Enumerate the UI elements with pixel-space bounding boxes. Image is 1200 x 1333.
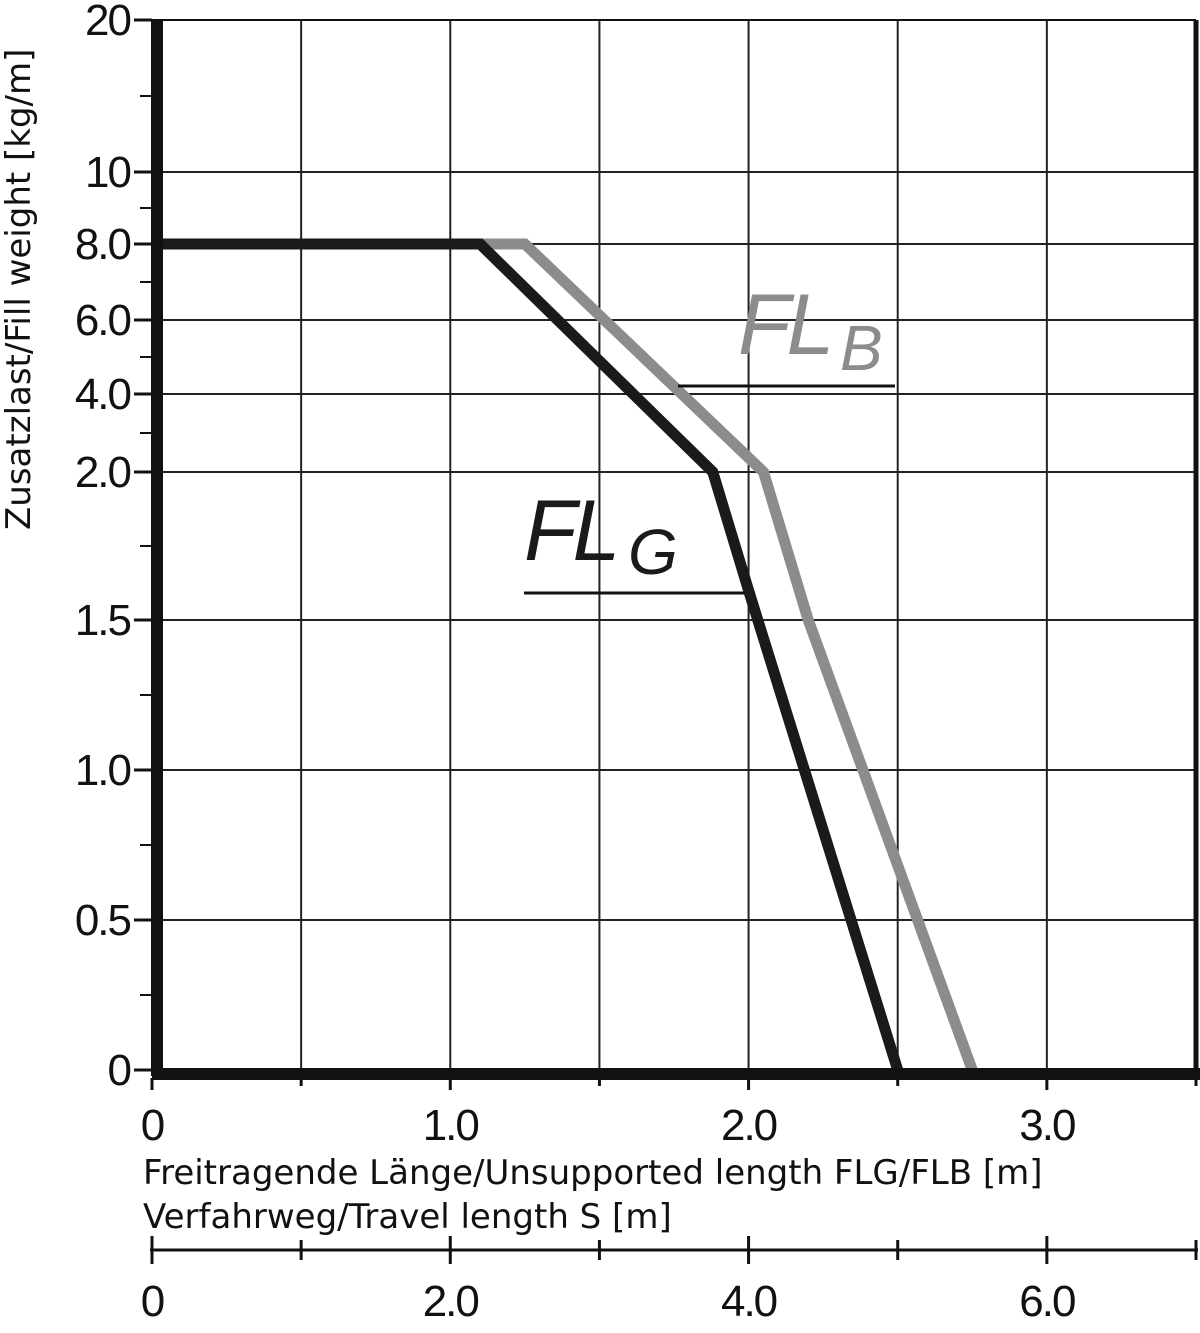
- y-tick-label: 20: [85, 0, 130, 45]
- x-axis-title: Freitragende Länge/Unsupported length FL…: [143, 1153, 1043, 1193]
- x-tick-label: 0: [141, 1101, 164, 1150]
- y-tick-label: 10: [85, 148, 130, 197]
- x2-tick-label: 4.0: [721, 1277, 777, 1326]
- y-tick-label: 6.0: [75, 296, 131, 345]
- ticks: [134, 18, 1198, 1264]
- plot-frame: [151, 19, 1200, 1080]
- series-line-flg: [152, 238, 903, 1072]
- y-tick-label: 1.0: [75, 746, 131, 795]
- series-label-flg-sub: G: [628, 516, 678, 588]
- x2-tick-label: 6.0: [1019, 1277, 1075, 1326]
- series-label-flg: FL G: [524, 483, 745, 595]
- series-label-flg-main: FL: [524, 483, 616, 579]
- series-label-flb: FL B: [678, 277, 895, 388]
- x2-tick-label: 2.0: [423, 1277, 479, 1326]
- tick-labels: 0 0.5 1.0 1.5 2.0 4.0 6.0 8.0 10 20 0 1.0 2.0 3.0 0 2.0…: [75, 0, 1077, 1326]
- y-axis-title: Zusatzlast/Fill weight [kg/m]: [0, 49, 39, 530]
- x-tick-label: 1.0: [423, 1101, 479, 1150]
- y-tick-label: 2.0: [75, 448, 131, 497]
- series-label-flb-main: FL: [738, 277, 830, 373]
- y-tick-label: 0.5: [75, 896, 131, 945]
- y-tick-label: 1.5: [75, 596, 131, 645]
- grid: [152, 20, 1196, 1070]
- series-label-flb-sub: B: [840, 312, 883, 384]
- x2-tick-label: 0: [141, 1277, 164, 1326]
- x-tick-label: 3.0: [1019, 1101, 1075, 1150]
- y-tick-label: 4.0: [75, 370, 131, 419]
- y-tick-label: 0: [108, 1046, 131, 1095]
- y-tick-label: 8.0: [75, 220, 131, 269]
- x2-axis-title: Verfahrweg/Travel length S [m]: [143, 1197, 672, 1237]
- series-lines: [152, 238, 978, 1072]
- x-tick-label: 2.0: [721, 1101, 777, 1150]
